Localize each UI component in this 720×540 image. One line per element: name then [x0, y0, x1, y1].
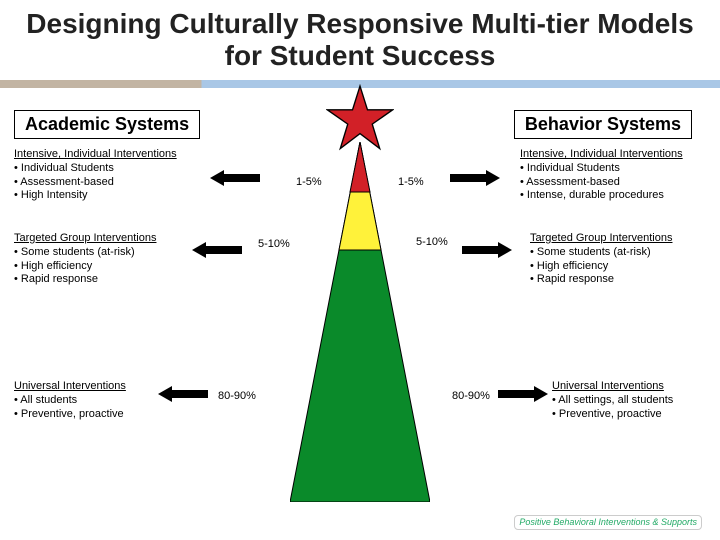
pbis-logo: Positive Behavioral Interventions & Supp… — [514, 515, 702, 530]
right-targeted-b1: • Some students (at-risk) — [530, 246, 710, 260]
right-targeted-b2: • High efficiency — [530, 260, 710, 274]
pct-mid-left: 5-10% — [258, 238, 290, 250]
page-title: Designing Culturally Responsive Multi-ti… — [0, 0, 720, 76]
right-intensive-b3: • Intense, durable procedures — [520, 189, 710, 203]
right-block-universal: Universal Interventions • All settings, … — [552, 380, 712, 421]
left-intensive-b1: • Individual Students — [14, 162, 194, 176]
arrow-left-bot — [158, 386, 208, 402]
academic-systems-box: Academic Systems — [14, 110, 200, 139]
pct-mid-right: 5-10% — [416, 236, 448, 248]
right-universal-b1: • All settings, all students — [552, 394, 712, 408]
left-intensive-b3: • High Intensity — [14, 189, 194, 203]
arrow-left-top — [210, 170, 260, 186]
left-block-intensive: Intensive, Individual Interventions • In… — [14, 148, 194, 203]
right-intensive-hdr: Intensive, Individual Interventions — [520, 148, 710, 162]
pbis-logo-text: Positive Behavioral Interventions & Supp… — [519, 517, 697, 527]
arrow-left-mid — [192, 242, 242, 258]
left-block-universal: Universal Interventions • All students •… — [14, 380, 174, 421]
right-targeted-hdr: Targeted Group Interventions — [530, 232, 710, 246]
left-intensive-hdr: Intensive, Individual Interventions — [14, 148, 194, 162]
pyramid-diagram — [290, 142, 430, 502]
left-targeted-b1: • Some students (at-risk) — [14, 246, 184, 260]
behavior-systems-box: Behavior Systems — [514, 110, 692, 139]
left-universal-hdr: Universal Interventions — [14, 380, 174, 394]
pct-top-left: 1-5% — [296, 176, 322, 188]
right-intensive-b1: • Individual Students — [520, 162, 710, 176]
left-targeted-b2: • High efficiency — [14, 260, 184, 274]
left-block-targeted: Targeted Group Interventions • Some stud… — [14, 232, 184, 287]
right-block-intensive: Intensive, Individual Interventions • In… — [520, 148, 710, 203]
pct-bot-right: 80-90% — [452, 390, 490, 402]
left-targeted-hdr: Targeted Group Interventions — [14, 232, 184, 246]
pct-top-right: 1-5% — [398, 176, 424, 188]
right-block-targeted: Targeted Group Interventions • Some stud… — [530, 232, 710, 287]
arrow-right-mid — [462, 242, 512, 258]
pct-bot-left: 80-90% — [218, 390, 256, 402]
right-targeted-b3: • Rapid response — [530, 273, 710, 287]
right-universal-hdr: Universal Interventions — [552, 380, 712, 394]
left-intensive-b2: • Assessment-based — [14, 176, 194, 190]
left-targeted-b3: • Rapid response — [14, 273, 184, 287]
arrow-right-bot — [498, 386, 548, 402]
left-universal-b1: • All students — [14, 394, 174, 408]
right-intensive-b2: • Assessment-based — [520, 176, 710, 190]
right-universal-b2: • Preventive, proactive — [552, 408, 712, 422]
arrow-right-top — [450, 170, 500, 186]
left-universal-b2: • Preventive, proactive — [14, 408, 174, 422]
